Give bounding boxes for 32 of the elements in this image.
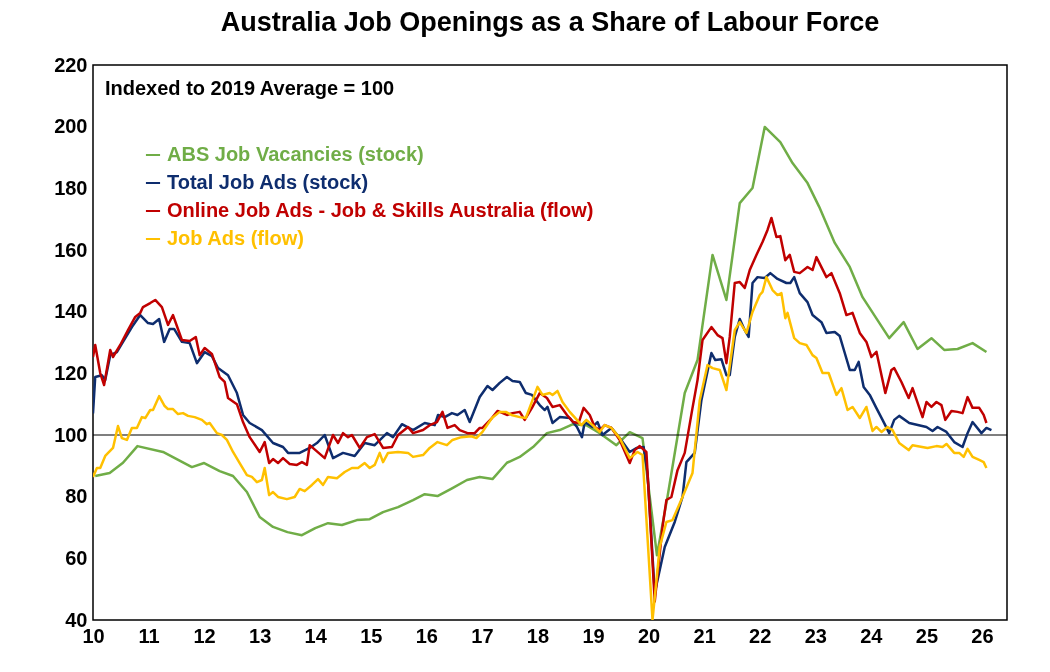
legend-label: Total Job Ads (stock) [167, 171, 369, 193]
chart-title: Australia Job Openings as a Share of Labour Force [220, 7, 880, 37]
y-tick-label: 100 [54, 423, 88, 446]
x-tick-label: 19 [582, 624, 605, 647]
x-tick-label: 25 [915, 624, 939, 647]
x-tick-label: 11 [138, 624, 160, 647]
y-tick-label: 120 [54, 361, 88, 384]
y-tick-label: 140 [54, 300, 88, 323]
x-tick-label: 22 [749, 624, 772, 647]
x-tick-label: 24 [860, 624, 884, 647]
legend-label: ABS Job Vacancies (stock) [167, 143, 424, 165]
x-tick-label: 23 [804, 624, 827, 647]
x-tick-label: 21 [693, 624, 716, 647]
x-tick-label: 14 [304, 624, 328, 647]
x-tick-label: 18 [526, 624, 550, 647]
x-tick-label: 16 [415, 624, 438, 647]
x-tick-label: 13 [249, 624, 272, 647]
line-series [93, 125, 988, 557]
text: Indexed to 2019 Average = 100 [105, 77, 395, 99]
y-tick-label: 220 [54, 53, 88, 76]
y-tick-label: 80 [65, 485, 88, 508]
y-tick-label: 180 [54, 176, 88, 199]
legend-label: Job Ads (flow) [167, 227, 305, 249]
x-tick-label: 26 [971, 624, 994, 647]
x-tick-label: 20 [638, 624, 661, 647]
x-tick-label: 12 [193, 624, 216, 647]
x-tick-label: 15 [360, 624, 383, 647]
legend-label: Online Job Ads - Job & Skills Australia (flow) [167, 199, 594, 221]
y-tick-label: 60 [65, 546, 88, 569]
y-tick-label: 200 [54, 115, 88, 138]
y-tick-label: 160 [54, 238, 88, 261]
x-tick-label: 17 [471, 624, 494, 647]
